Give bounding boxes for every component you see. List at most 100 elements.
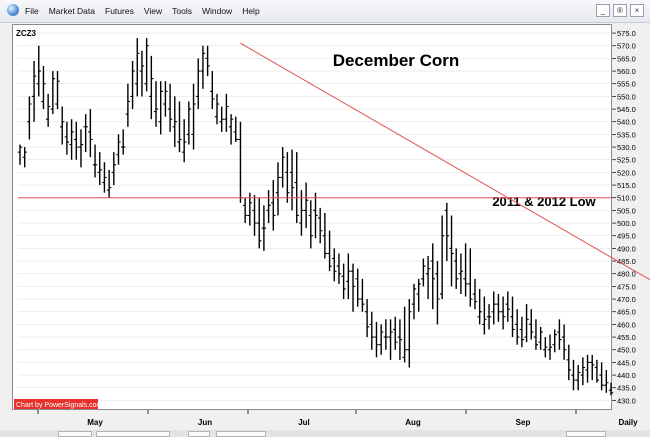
price-bar bbox=[233, 116, 238, 142]
menu-futures[interactable]: Futures bbox=[105, 6, 134, 16]
price-bar bbox=[421, 258, 426, 287]
price-bar bbox=[407, 299, 412, 368]
y-tick-label: 535.0 bbox=[617, 130, 636, 139]
price-bar bbox=[505, 291, 511, 322]
minimize-button[interactable]: _ bbox=[596, 4, 610, 17]
price-bar bbox=[252, 195, 257, 236]
price-bar bbox=[416, 278, 421, 312]
y-tick-label: 505.0 bbox=[617, 206, 636, 215]
price-bar bbox=[271, 180, 276, 231]
price-bar bbox=[308, 200, 314, 249]
price-bar bbox=[435, 261, 440, 325]
price-bar bbox=[92, 144, 98, 178]
price-bar bbox=[200, 45, 206, 89]
menu-file[interactable]: File bbox=[25, 6, 39, 16]
price-bar bbox=[31, 60, 37, 122]
price-bar bbox=[472, 278, 478, 310]
price-bar bbox=[529, 309, 534, 340]
price-bar bbox=[322, 212, 328, 259]
menu-tools[interactable]: Tools bbox=[172, 6, 192, 16]
downtrend-line bbox=[240, 42, 650, 281]
price-bar bbox=[64, 121, 70, 155]
price-bar bbox=[116, 134, 121, 165]
y-tick-label: 450.0 bbox=[617, 346, 636, 355]
price-bar bbox=[355, 268, 360, 307]
chart-title: December Corn bbox=[333, 51, 460, 70]
restore-button[interactable]: ® bbox=[613, 4, 627, 17]
price-bar bbox=[477, 288, 482, 325]
price-bar bbox=[83, 114, 88, 153]
price-bar bbox=[224, 93, 229, 132]
price-bar bbox=[552, 329, 557, 353]
y-tick-label: 525.0 bbox=[617, 156, 636, 165]
price-bar bbox=[491, 291, 496, 325]
price-bar bbox=[425, 256, 431, 300]
price-bar bbox=[510, 296, 515, 338]
price-bar bbox=[69, 119, 74, 160]
price-bar bbox=[449, 215, 454, 287]
price-bar bbox=[313, 192, 318, 239]
price-bar bbox=[294, 152, 299, 224]
price-bar bbox=[454, 248, 459, 289]
price-bar bbox=[17, 144, 23, 165]
price-bar bbox=[317, 207, 323, 244]
status-field bbox=[188, 431, 210, 437]
price-bar bbox=[196, 58, 201, 110]
price-bar bbox=[120, 129, 126, 155]
price-bar bbox=[45, 93, 51, 127]
price-bar bbox=[336, 253, 342, 284]
price-bar bbox=[74, 121, 79, 160]
price-bar bbox=[205, 45, 210, 77]
x-axis: May Jun Jul Aug Sep bbox=[37, 410, 577, 427]
price-bar bbox=[149, 55, 154, 120]
price-bar bbox=[585, 354, 590, 383]
price-bar bbox=[139, 50, 145, 97]
price-bar bbox=[327, 230, 332, 272]
price-bar bbox=[214, 93, 220, 125]
status-field bbox=[216, 431, 266, 437]
price-bar bbox=[346, 253, 351, 300]
price-bar bbox=[280, 147, 285, 188]
price-bar bbox=[135, 38, 140, 97]
price-bar bbox=[378, 324, 384, 355]
price-bar bbox=[36, 45, 41, 97]
y-tick-label: 500.0 bbox=[617, 219, 636, 228]
status-field bbox=[96, 431, 170, 437]
x-month-label: Jul bbox=[298, 418, 310, 427]
close-button[interactable]: × bbox=[630, 4, 644, 17]
y-tick-label: 575.0 bbox=[617, 29, 636, 38]
y-tick-label: 565.0 bbox=[617, 54, 636, 63]
price-bar bbox=[167, 83, 173, 132]
chart-credit: Chart by PowerSignals.com bbox=[14, 399, 103, 409]
price-bar bbox=[238, 121, 243, 203]
menu-help[interactable]: Help bbox=[242, 6, 260, 16]
price-bar bbox=[299, 190, 304, 236]
price-bar bbox=[341, 263, 346, 300]
y-tick-label: 555.0 bbox=[617, 80, 636, 89]
price-bar bbox=[181, 119, 187, 163]
price-bar bbox=[261, 205, 267, 251]
price-bar bbox=[402, 306, 407, 363]
menu-view[interactable]: View bbox=[143, 6, 163, 16]
price-bar bbox=[153, 81, 159, 127]
menu-window[interactable]: Window bbox=[201, 6, 233, 16]
menu: File Market Data Futures View Tools Wind… bbox=[25, 0, 270, 22]
price-bar bbox=[106, 169, 112, 198]
x-month-label: May bbox=[87, 418, 103, 427]
price-bar bbox=[590, 354, 595, 381]
y-tick-label: 560.0 bbox=[617, 67, 636, 76]
period-label: Daily bbox=[618, 418, 638, 427]
price-bar bbox=[500, 296, 506, 330]
price-bar bbox=[50, 71, 56, 115]
price-bar bbox=[524, 304, 529, 343]
price-bar bbox=[444, 202, 450, 262]
price-bar bbox=[486, 304, 492, 330]
price-bar bbox=[303, 182, 309, 229]
status-field bbox=[58, 431, 92, 437]
price-bar bbox=[411, 283, 417, 320]
menu-market-data[interactable]: Market Data bbox=[48, 6, 95, 16]
price-bar bbox=[430, 243, 435, 310]
price-bar bbox=[27, 96, 32, 140]
price-bar bbox=[125, 83, 131, 127]
